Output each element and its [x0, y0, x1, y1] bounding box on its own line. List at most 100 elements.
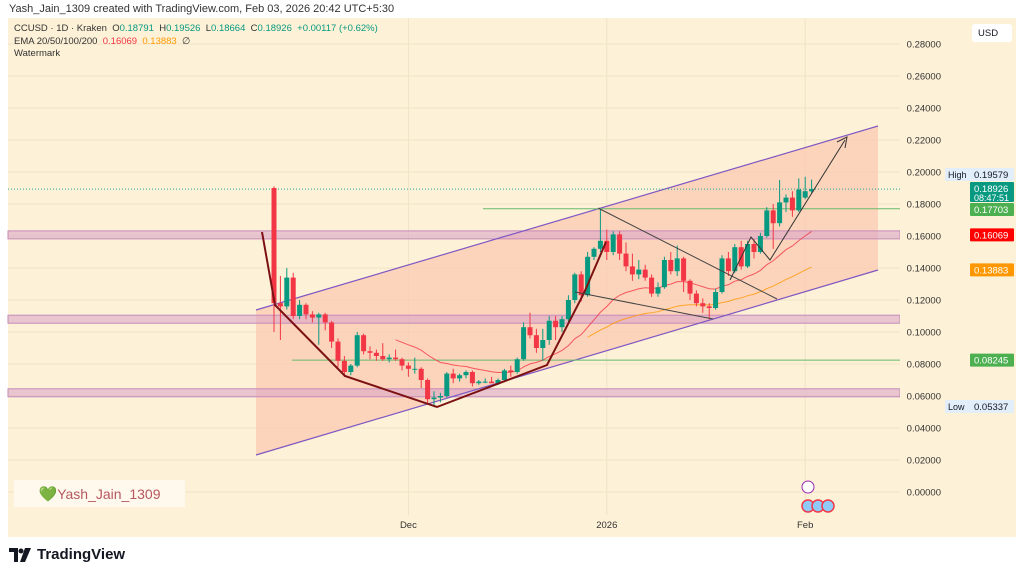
candle — [687, 279, 693, 300]
candle-body — [553, 320, 559, 328]
candle-body — [418, 368, 424, 380]
candle — [764, 207, 770, 238]
price-label-value: 0.16069 — [974, 230, 1008, 241]
candle-body — [777, 202, 783, 224]
y-tick-label: 0.20000 — [907, 168, 941, 179]
candle — [796, 178, 802, 212]
candle — [354, 332, 360, 368]
candle-body — [572, 274, 578, 300]
candle — [418, 367, 424, 388]
price-label-level-green: 0.08245 — [970, 353, 1014, 367]
candle — [540, 328, 546, 361]
symbol-label[interactable]: CCUSD · 1D · Kraken — [14, 23, 107, 34]
candle — [745, 240, 751, 268]
ema50-line — [587, 266, 812, 338]
lightning-event-icon — [801, 480, 815, 494]
price-label-bg — [970, 263, 1014, 277]
price-label-bg — [970, 182, 1014, 202]
candle — [533, 328, 539, 353]
candle-body — [757, 236, 763, 252]
candle — [655, 282, 661, 297]
arrow-head-icon — [836, 136, 848, 149]
candle-body — [380, 356, 386, 360]
candle — [361, 333, 367, 355]
candle-body — [597, 240, 603, 249]
candle-body — [642, 269, 648, 278]
candle-body — [303, 304, 309, 315]
ohlc-row: CCUSD · 1D · Kraken O0.18791 H0.19526 L0… — [14, 23, 378, 36]
candle — [329, 320, 335, 348]
x-tick-label: Feb — [797, 520, 813, 531]
candle — [476, 380, 482, 385]
candle-body — [521, 327, 527, 360]
channel-upper-line — [255, 125, 879, 311]
candle-body — [469, 372, 475, 384]
candle — [591, 247, 597, 260]
ema20-value: 0.16069 — [102, 35, 138, 47]
candle — [489, 376, 495, 384]
candle — [713, 288, 719, 310]
candle-body — [809, 189, 815, 192]
candle — [335, 338, 341, 368]
candle-body — [316, 314, 322, 318]
ema-label[interactable]: EMA 20/50/100/200 — [14, 35, 98, 47]
candle — [719, 255, 725, 294]
candle — [341, 356, 347, 377]
candle — [521, 322, 527, 361]
candle-body — [348, 365, 354, 372]
candle-body — [796, 189, 802, 211]
watermark-indicator-label[interactable]: Watermark — [14, 48, 61, 59]
candle-body — [335, 341, 341, 361]
price-label-value: 0.19579 — [974, 170, 1008, 181]
candle-body — [674, 258, 680, 272]
price-label-bg — [970, 353, 1014, 367]
candle-body — [399, 359, 405, 366]
price-label-value: 0.13883 — [974, 265, 1008, 276]
y-tick-label: 0.00000 — [907, 488, 941, 499]
candle — [393, 349, 399, 361]
price-label-low: 0.05337 Low — [945, 400, 1014, 413]
candle — [271, 186, 277, 332]
price-label-level-green: 0.17703 — [970, 203, 1014, 216]
candle — [508, 365, 514, 377]
ema20-line — [395, 231, 812, 374]
candle — [604, 229, 610, 260]
tradingview-brand[interactable]: TradingView — [9, 546, 125, 563]
price-label-tag: High — [948, 170, 967, 180]
us-flag-event-icon — [821, 499, 835, 513]
price-label-high: 0.19579 High — [945, 168, 1014, 181]
change-value: +0.00117 (+0.62%) — [297, 23, 378, 34]
candle — [700, 298, 706, 313]
tradingview-logo-icon — [9, 547, 31, 562]
candle-body — [770, 210, 776, 224]
candle-body — [501, 370, 507, 380]
close-label: C — [250, 23, 258, 34]
low-value: 0.18664 — [211, 23, 246, 34]
watermark: 💚 Yash_Jain_1309 — [14, 480, 185, 507]
candle — [597, 208, 603, 252]
candle-body — [604, 240, 610, 252]
currency-button[interactable]: USD — [972, 24, 1012, 42]
ema50-value: 0.13883 — [142, 35, 177, 47]
candle-body — [527, 327, 533, 336]
candle — [297, 300, 303, 320]
candle — [501, 368, 507, 382]
candle — [380, 343, 386, 361]
candle-body — [693, 293, 699, 304]
candle — [617, 231, 623, 260]
candle — [610, 231, 616, 256]
candle-body — [629, 266, 635, 275]
trend-line — [574, 291, 714, 320]
candle-body — [681, 258, 687, 281]
candle-body — [489, 381, 495, 384]
candle — [565, 295, 571, 323]
candle — [450, 368, 456, 384]
candle — [457, 373, 463, 382]
candle-body — [367, 351, 373, 353]
candle — [386, 354, 392, 363]
candle — [668, 252, 674, 275]
price-label-bg — [970, 228, 1014, 242]
candle — [277, 276, 283, 340]
candle-body — [617, 234, 623, 254]
